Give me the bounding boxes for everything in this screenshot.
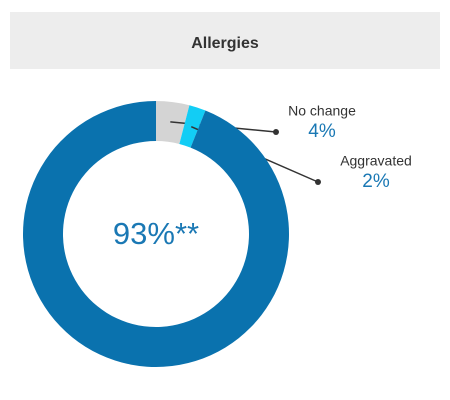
chart-title: Allergies [191, 35, 259, 52]
center-value-label: 93%** [113, 216, 199, 251]
header-band [10, 12, 440, 69]
donut-segment [23, 101, 290, 367]
category-label: No change [288, 103, 356, 119]
leader-dot [315, 179, 321, 185]
value-label: 2% [362, 171, 390, 192]
value-label: 4% [308, 121, 336, 142]
leader-dot [273, 129, 279, 135]
category-label: Aggravated [340, 153, 412, 169]
